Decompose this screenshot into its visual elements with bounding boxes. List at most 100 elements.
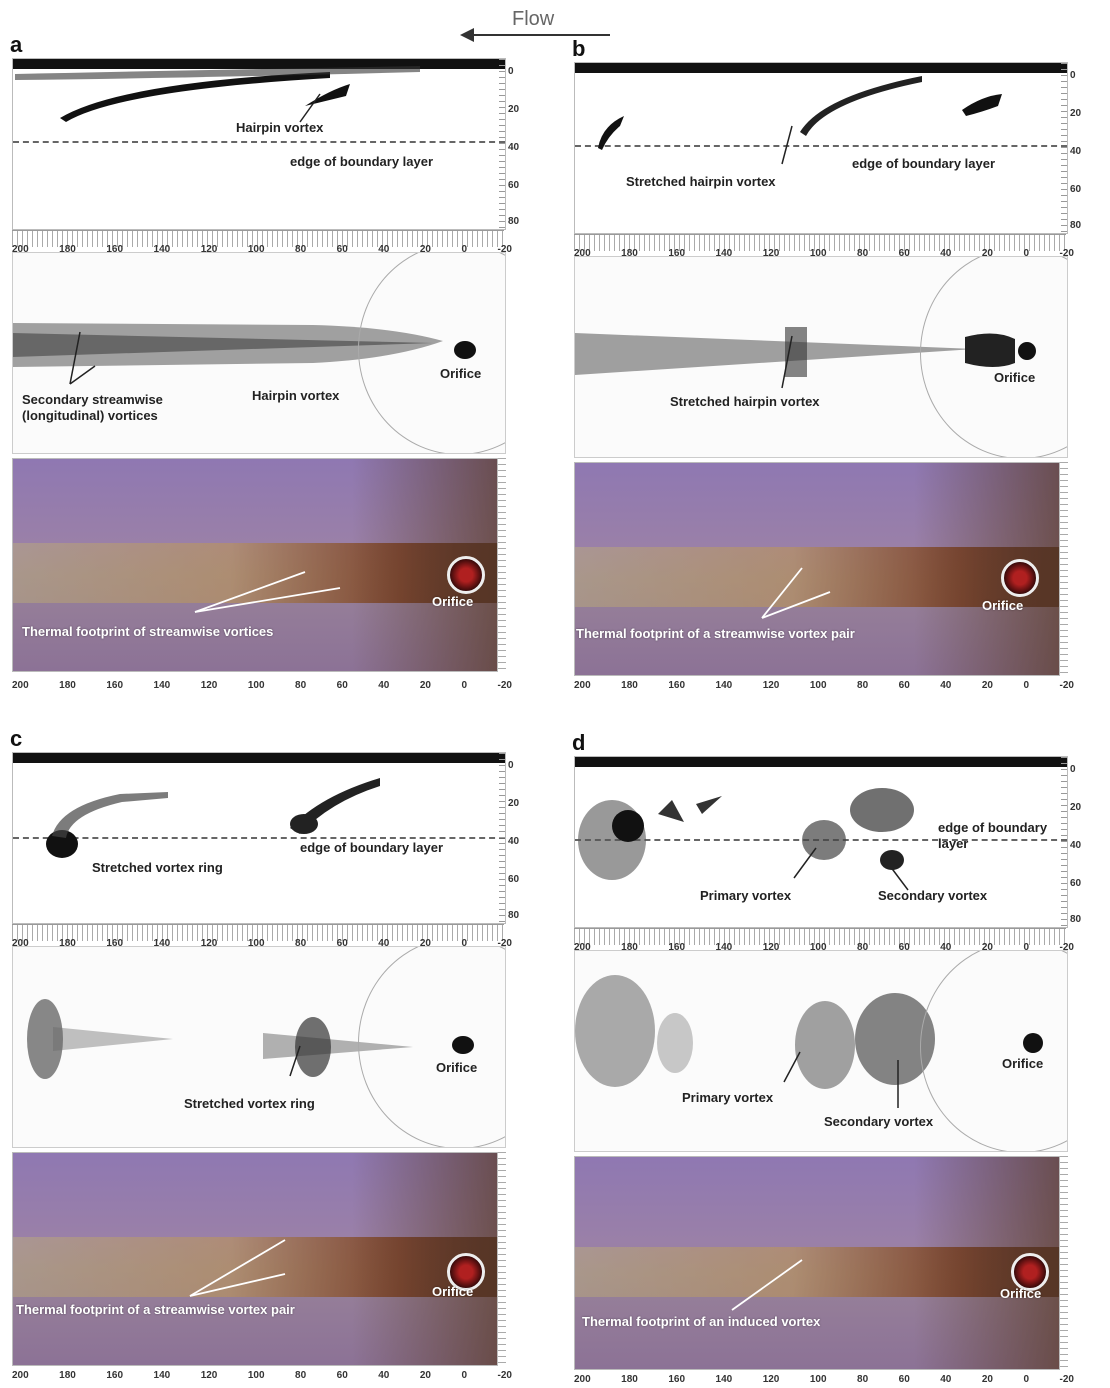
x-tick: 20	[981, 1374, 993, 1385]
x-tick: -20	[1059, 1374, 1074, 1385]
secondary-vortices-label: Secondary streamwise (longitudinal) vort…	[22, 392, 163, 423]
y-tick: 60	[1070, 878, 1082, 889]
orifice-thermal-label: Orifice	[432, 1284, 474, 1299]
thermal-image	[12, 1152, 498, 1366]
x-axis-ticks-mid: 200 180 160 140 120 100 80 60 40 20 0 -20	[574, 248, 1074, 262]
x-tick: 20	[981, 942, 993, 953]
stretched-hairpin-top-label: Stretched hairpin vortex	[670, 394, 820, 409]
x-tick: 160	[668, 1374, 686, 1385]
y-tick: 20	[1070, 802, 1082, 813]
y-tick: 60	[508, 180, 520, 191]
y-tick: 20	[1070, 108, 1082, 119]
boundary-layer-edge-line	[13, 141, 505, 143]
y-axis-ticks: 0 20 40 60 80	[1070, 62, 1104, 232]
side-view	[574, 62, 1068, 234]
field-of-view-circle	[920, 257, 1067, 457]
thermal-footprint-label: Thermal footprint of a streamwise vortex…	[16, 1302, 295, 1317]
panel-a: a 0 20 40 60 80 200 180 160 140 120 100 80 60 40…	[0, 32, 520, 691]
panel-letter: b	[572, 36, 586, 61]
x-tick: 20	[419, 938, 431, 949]
x-tick: -20	[497, 680, 512, 691]
x-tick: 40	[378, 244, 390, 255]
side-view	[12, 58, 506, 230]
x-tick: 100	[247, 938, 265, 949]
x-tick: 120	[200, 938, 218, 949]
boundary-layer-edge-line	[575, 145, 1067, 147]
x-tick: 180	[59, 244, 76, 255]
x-tick: 60	[898, 680, 910, 691]
x-tick: 0	[1023, 680, 1030, 691]
y-tick: 80	[1070, 914, 1082, 925]
x-tick: 120	[762, 1374, 780, 1385]
x-tick: -20	[497, 938, 512, 949]
x-tick: 0	[461, 680, 468, 691]
x-tick: 20	[419, 244, 431, 255]
x-tick: 100	[809, 248, 827, 259]
x-axis-ticks-mid: 200 180 160 140 120 100 80 60 40 20 0 -20	[574, 942, 1074, 956]
panel-letter: c	[10, 726, 23, 751]
boundary-layer-label: edge of boundary layer	[290, 154, 434, 169]
y-tick: 80	[508, 910, 520, 921]
x-axis-ticks-mid: 200 180 160 140 120 100 80 60 40 20 0 -20	[12, 938, 512, 952]
x-tick: 100	[809, 680, 827, 691]
y-tick: 40	[1070, 146, 1082, 157]
primary-vortex-side-label: Primary vortex	[700, 888, 792, 903]
x-tick: 120	[200, 244, 218, 255]
x-tick: 0	[1023, 248, 1030, 259]
x-tick: 80	[295, 244, 307, 255]
orifice-thermal-label: Orifice	[982, 598, 1024, 613]
x-tick: 200	[574, 942, 591, 953]
x-tick: 80	[295, 1370, 307, 1381]
stretched-ring-top-label: Stretched vortex ring	[184, 1096, 315, 1111]
y-tick: 0	[1070, 70, 1076, 81]
x-tick: 140	[715, 1374, 733, 1385]
x-tick: 80	[295, 938, 307, 949]
x-tick: 20	[981, 680, 993, 691]
x-axis-ticks-mid: 200 180 160 140 120 100 80 60 40 20 0 -20	[12, 244, 512, 258]
x-tick: 40	[940, 1374, 952, 1385]
x-tick: 180	[621, 680, 638, 691]
stretched-ring-side-label: Stretched vortex ring	[92, 860, 223, 875]
thermal-ruler	[498, 458, 506, 670]
x-tick: 20	[981, 248, 993, 259]
y-tick: 0	[508, 66, 514, 77]
x-tick: 160	[668, 942, 686, 953]
x-tick: 100	[247, 1370, 265, 1381]
x-axis-ruler	[574, 234, 1066, 251]
side-ruler	[499, 59, 505, 229]
boundary-layer-label: edge of boundary layer	[852, 156, 996, 171]
thermal-footprint-label: Thermal footprint of a streamwise vortex…	[576, 626, 855, 641]
orifice-label: Orifice	[1002, 1056, 1044, 1071]
x-tick: 100	[809, 942, 827, 953]
panel-letter: a	[10, 32, 23, 57]
y-tick: 60	[1070, 184, 1082, 195]
field-of-view-circle	[920, 951, 1067, 1151]
x-tick: 160	[106, 680, 124, 691]
x-tick: 160	[668, 248, 686, 259]
thermal-ruler	[498, 1152, 506, 1364]
x-axis-ruler	[574, 928, 1066, 945]
x-tick: 40	[940, 680, 952, 691]
top-view-flow-structure	[575, 975, 1043, 1089]
x-tick: 0	[461, 1370, 468, 1381]
wall	[13, 753, 505, 763]
x-tick: 180	[621, 1374, 638, 1385]
wall	[13, 59, 505, 69]
stretched-hairpin-side-label: Stretched hairpin vortex	[626, 174, 776, 189]
x-tick: 120	[762, 680, 780, 691]
hairpin-vortex-label: Hairpin vortex	[236, 120, 324, 135]
orifice-label: Orifice	[440, 366, 482, 381]
wall	[575, 63, 1067, 73]
boundary-layer-label: edge of boundary layer	[938, 820, 1048, 851]
x-tick: 200	[574, 1374, 591, 1385]
side-view	[12, 752, 506, 924]
x-tick: 160	[106, 244, 124, 255]
x-tick: -20	[497, 244, 512, 255]
flow-indicator: Flow	[460, 4, 620, 44]
x-tick: 60	[898, 248, 910, 259]
y-tick: 20	[508, 104, 520, 115]
y-tick: 40	[508, 142, 520, 153]
x-tick: 40	[940, 942, 952, 953]
orifice-icon	[1001, 559, 1039, 597]
x-tick: 40	[378, 680, 390, 691]
